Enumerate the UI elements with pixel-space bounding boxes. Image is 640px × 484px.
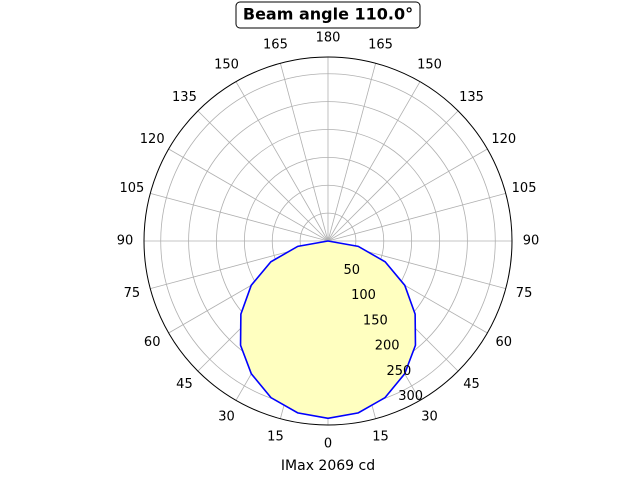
angle-tick-label: 15 bbox=[267, 430, 284, 445]
grid-line bbox=[327, 148, 488, 242]
radial-tick-label: 300 bbox=[398, 389, 423, 404]
radial-tick-label: 50 bbox=[344, 263, 361, 278]
grid-line bbox=[150, 192, 329, 242]
x-axis-label: IMax 2069 cd bbox=[281, 458, 375, 474]
angle-tick-label: 90 bbox=[117, 234, 134, 249]
angle-tick-label: 165 bbox=[368, 37, 393, 52]
grid-line bbox=[168, 148, 329, 242]
grid-line bbox=[327, 81, 421, 242]
radial-tick-label: 150 bbox=[363, 313, 388, 328]
chart-title: Beam angle 110.0° bbox=[243, 5, 413, 24]
angle-tick-label: 0 bbox=[324, 437, 332, 452]
angle-tick-label: 75 bbox=[516, 286, 533, 301]
angle-tick-label: 60 bbox=[144, 335, 161, 350]
grid-line bbox=[327, 63, 377, 242]
angle-tick-label: 60 bbox=[496, 335, 513, 350]
angle-tick-label: 120 bbox=[140, 132, 165, 147]
angle-tick-label: 165 bbox=[263, 37, 288, 52]
beam-area bbox=[239, 240, 417, 420]
grid-line bbox=[197, 110, 329, 242]
polar-frame bbox=[143, 56, 513, 426]
angle-tick-label: 105 bbox=[120, 181, 145, 196]
angle-tick-label: 45 bbox=[463, 377, 480, 392]
angle-tick-label: 30 bbox=[218, 409, 235, 424]
title-box bbox=[235, 1, 421, 29]
angle-tick-label: 180 bbox=[316, 31, 341, 46]
radial-tick-label: 250 bbox=[386, 364, 411, 379]
angle-tick-label: 15 bbox=[372, 430, 389, 445]
angle-tick-label: 105 bbox=[512, 181, 537, 196]
grid-line bbox=[327, 110, 459, 242]
angle-tick-label: 120 bbox=[491, 132, 516, 147]
angle-tick-label: 135 bbox=[172, 90, 197, 105]
angle-tick-label: 45 bbox=[176, 377, 193, 392]
grid-line bbox=[235, 81, 329, 242]
angle-tick-label: 75 bbox=[124, 286, 141, 301]
grid-line bbox=[327, 192, 506, 242]
angle-tick-label: 150 bbox=[214, 58, 239, 73]
radial-tick-label: 200 bbox=[375, 339, 400, 354]
grid-line bbox=[279, 63, 329, 242]
angle-tick-label: 90 bbox=[523, 234, 540, 249]
angle-tick-label: 150 bbox=[417, 58, 442, 73]
angle-tick-label: 135 bbox=[459, 90, 484, 105]
radial-tick-label: 100 bbox=[351, 288, 376, 303]
angle-tick-label: 30 bbox=[421, 409, 438, 424]
